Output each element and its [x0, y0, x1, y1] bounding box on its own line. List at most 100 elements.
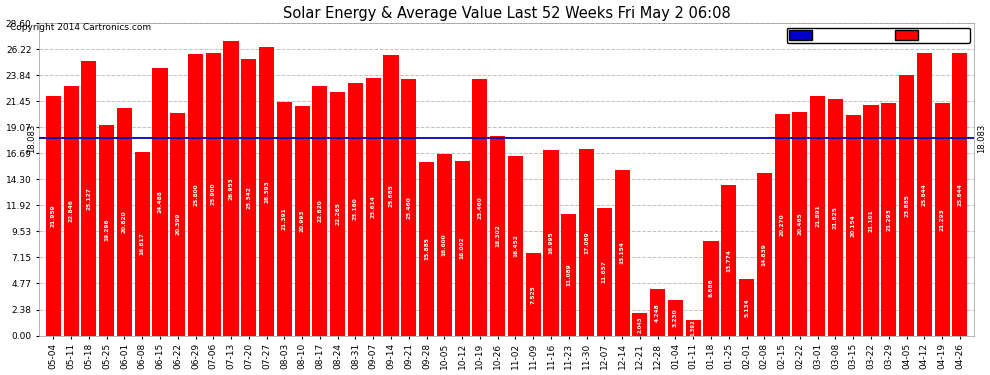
Bar	[668, 300, 683, 336]
Text: 25.844: 25.844	[957, 183, 962, 206]
Bar	[899, 75, 914, 336]
Bar	[347, 82, 363, 336]
Text: 16.600: 16.600	[442, 234, 446, 256]
Bar	[579, 149, 594, 336]
Bar	[330, 92, 346, 336]
Text: 16.002: 16.002	[459, 237, 464, 260]
Text: 21.293: 21.293	[940, 208, 944, 231]
Bar	[828, 99, 843, 336]
Bar	[526, 254, 541, 336]
Text: 26.393: 26.393	[264, 180, 269, 203]
Bar	[756, 174, 772, 336]
Bar	[99, 125, 114, 336]
Bar	[508, 156, 523, 336]
Text: 23.460: 23.460	[477, 196, 482, 219]
Text: 26.953: 26.953	[229, 177, 234, 200]
Bar	[704, 241, 719, 336]
Bar	[490, 136, 505, 336]
Bar	[917, 53, 932, 336]
Text: 22.820: 22.820	[318, 200, 323, 222]
Bar	[792, 112, 808, 336]
Bar	[188, 54, 203, 336]
Bar	[81, 61, 96, 336]
Text: 20.270: 20.270	[779, 213, 785, 236]
Bar	[313, 86, 328, 336]
Bar	[259, 47, 274, 336]
Bar	[454, 161, 469, 336]
Bar	[774, 114, 790, 336]
Legend: Average  ($), Daily  ($): Average ($), Daily ($)	[787, 28, 969, 43]
Text: 2.043: 2.043	[638, 316, 643, 333]
Bar	[686, 320, 701, 336]
Text: 4.248: 4.248	[655, 303, 660, 322]
Text: 22.846: 22.846	[68, 200, 73, 222]
Bar	[810, 96, 826, 336]
Text: 23.614: 23.614	[371, 195, 376, 218]
Text: 23.885: 23.885	[904, 194, 909, 216]
Text: 18.083: 18.083	[28, 123, 37, 153]
Text: 16.995: 16.995	[548, 231, 553, 254]
Text: 25.800: 25.800	[193, 183, 198, 206]
Text: 25.844: 25.844	[922, 183, 927, 206]
Text: Copyright 2014 Cartronics.com: Copyright 2014 Cartronics.com	[10, 22, 151, 32]
Bar	[206, 53, 221, 336]
Bar	[650, 289, 665, 336]
Text: 20.399: 20.399	[175, 213, 180, 236]
Bar	[472, 79, 487, 336]
Text: 5.134: 5.134	[744, 298, 749, 317]
Bar	[881, 103, 896, 336]
Text: 23.460: 23.460	[406, 196, 411, 219]
Bar	[952, 53, 967, 336]
Text: 25.342: 25.342	[247, 186, 251, 209]
Text: 21.959: 21.959	[50, 204, 55, 227]
Text: 14.839: 14.839	[762, 243, 767, 266]
Text: 13.774: 13.774	[727, 249, 732, 272]
Bar	[117, 108, 132, 336]
Text: 1.392: 1.392	[691, 320, 696, 336]
Bar	[863, 105, 878, 336]
Text: 23.160: 23.160	[353, 198, 358, 220]
Text: 25.685: 25.685	[388, 184, 394, 207]
Text: 20.993: 20.993	[300, 210, 305, 232]
Bar	[135, 152, 149, 336]
Bar	[935, 103, 949, 336]
Text: 18.083: 18.083	[977, 123, 986, 153]
Bar	[46, 96, 60, 336]
Bar	[544, 150, 558, 336]
Text: 11.089: 11.089	[566, 264, 571, 286]
Bar	[365, 78, 381, 336]
Text: 21.391: 21.391	[282, 207, 287, 230]
Bar	[277, 102, 292, 336]
Bar	[597, 208, 612, 336]
Text: 18.302: 18.302	[495, 224, 500, 247]
Bar	[295, 106, 310, 336]
Text: 7.525: 7.525	[531, 285, 536, 304]
Text: 20.465: 20.465	[797, 212, 803, 235]
Text: 3.230: 3.230	[673, 309, 678, 327]
Bar	[437, 154, 451, 336]
Text: 8.686: 8.686	[709, 279, 714, 297]
Text: 15.885: 15.885	[424, 237, 429, 260]
Text: 21.891: 21.891	[815, 205, 820, 227]
Bar	[739, 279, 754, 336]
Text: 19.296: 19.296	[104, 219, 109, 242]
Text: 21.101: 21.101	[868, 209, 873, 232]
Text: 11.657: 11.657	[602, 261, 607, 284]
Bar	[845, 116, 860, 336]
Text: 25.127: 25.127	[86, 187, 91, 210]
Title: Solar Energy & Average Value Last 52 Weeks Fri May 2 06:08: Solar Energy & Average Value Last 52 Wee…	[283, 6, 731, 21]
Bar	[242, 59, 256, 336]
Bar	[383, 55, 399, 336]
Bar	[419, 162, 435, 336]
Text: 22.265: 22.265	[336, 202, 341, 225]
Bar	[170, 113, 185, 336]
Bar	[152, 68, 167, 336]
Text: 16.452: 16.452	[513, 234, 518, 257]
Text: 20.154: 20.154	[850, 214, 855, 237]
Text: 20.820: 20.820	[122, 210, 127, 233]
Bar	[224, 41, 239, 336]
Bar	[615, 170, 630, 336]
Text: 16.817: 16.817	[140, 232, 145, 255]
Bar	[633, 313, 647, 336]
Text: 25.900: 25.900	[211, 183, 216, 206]
